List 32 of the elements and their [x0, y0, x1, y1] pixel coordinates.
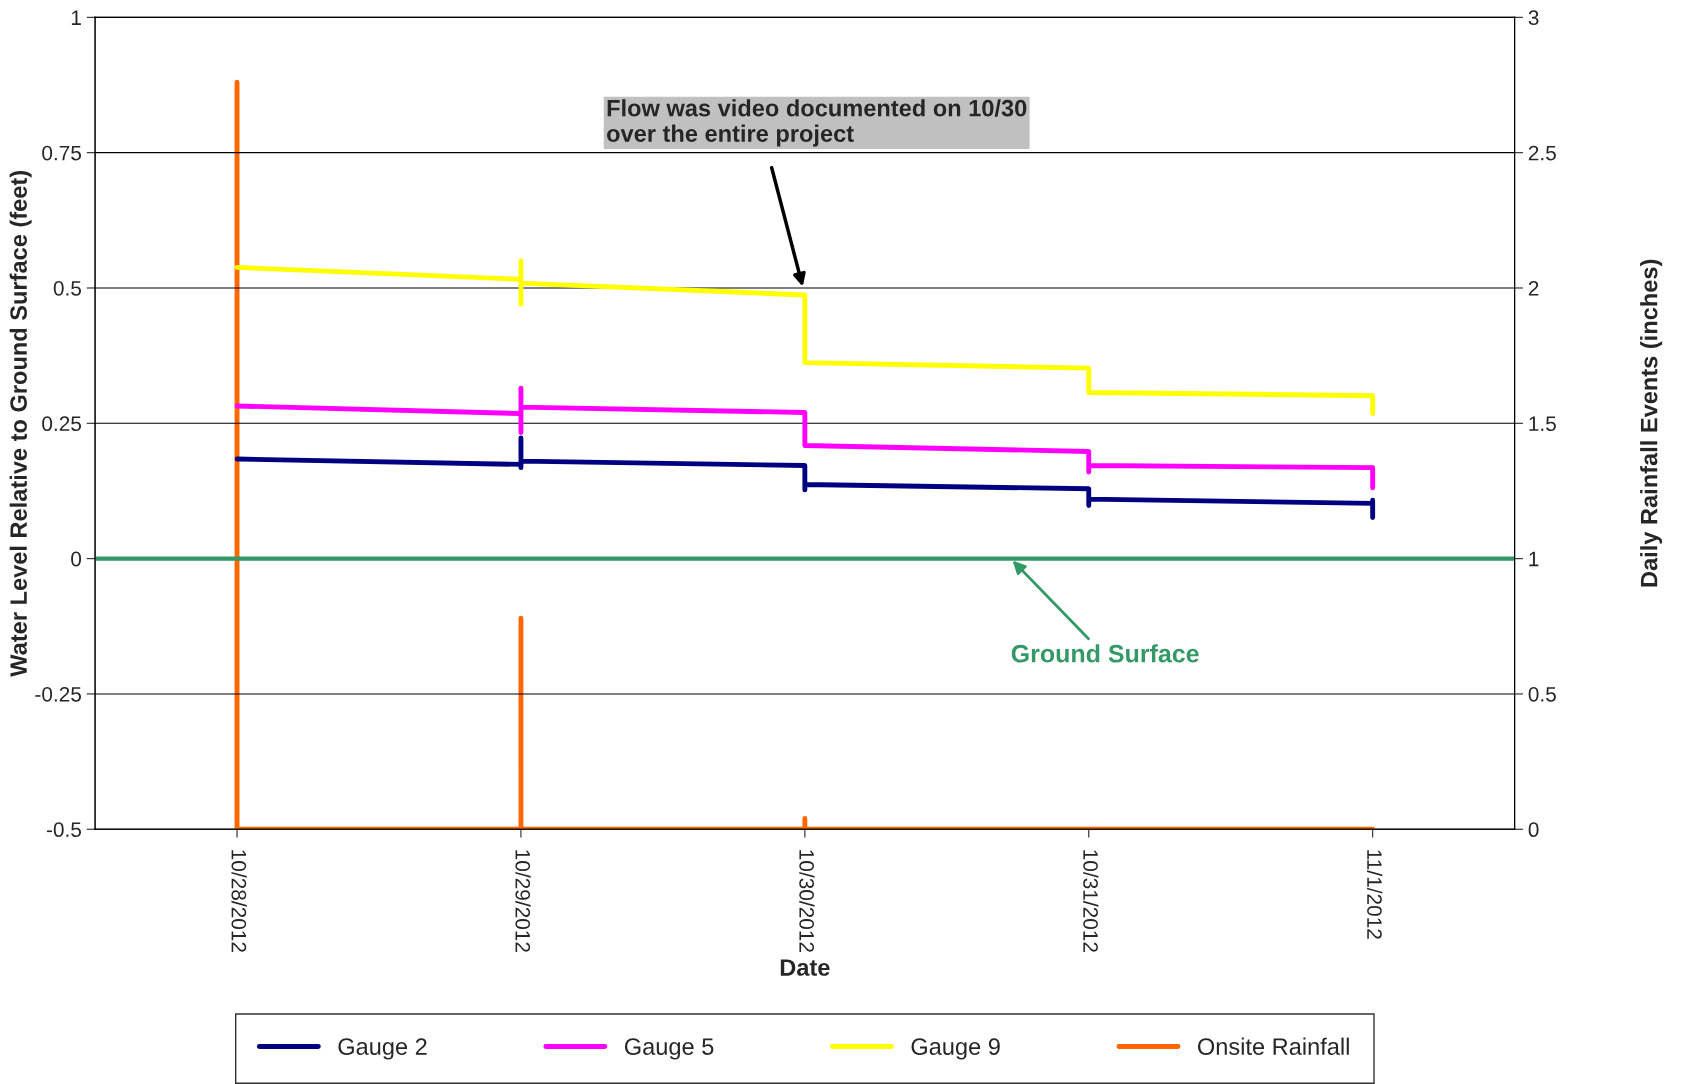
y-tick-label: 0.5 [53, 280, 82, 296]
ref-line-label: Ground Surface [1011, 644, 1199, 663]
y2-tick-label: 1 [1529, 551, 1539, 567]
x-tick-label: 10/30/2012 [799, 850, 815, 952]
annotation: Flow was video documented on 10/30 over the entire project [607, 99, 1027, 147]
legend-label: Gauge 9 [911, 1038, 1000, 1060]
x-tick-label: 10/29/2012 [515, 850, 531, 952]
legend-label: Gauge 5 [624, 1038, 714, 1060]
x-tick-label: 10/31/2012 [1083, 850, 1099, 952]
legend-label: Gauge 2 [338, 1038, 427, 1060]
y2-axis-title: Daily Rainfall Events (inches) [1640, 259, 1663, 587]
y2-tick-label: 1.5 [1529, 416, 1556, 432]
x-tick-label: 11/1/2012 [1367, 850, 1383, 939]
y2-tick-label: 0 [1528, 822, 1539, 838]
line-series [234, 435, 1376, 520]
line-series [234, 258, 1376, 416]
y-tick-label: -0.5 [46, 822, 82, 838]
y2-tick-label: 0.5 [1528, 686, 1556, 702]
y-tick-label: 0 [71, 551, 82, 567]
line-series [234, 385, 1376, 491]
line-series [234, 79, 1376, 830]
x-tick-label: 10/28/2012 [231, 850, 247, 952]
y2-tick-label: 2.5 [1528, 145, 1556, 161]
y2-tick-label: 2 [1528, 280, 1539, 296]
y2-tick-label: 3 [1528, 10, 1539, 26]
legend-label: Onsite Rainfall [1197, 1037, 1349, 1055]
y-tick-label: 0.25 [42, 416, 82, 432]
y-axis-title: Water Level Relative to Ground Surface (feet) [9, 171, 32, 677]
y-tick-label: 0.75 [42, 145, 82, 161]
y-tick-label: -0.25 [35, 686, 82, 702]
x-axis-title: Date [780, 959, 830, 976]
y-tick-label: 1 [71, 10, 81, 25]
